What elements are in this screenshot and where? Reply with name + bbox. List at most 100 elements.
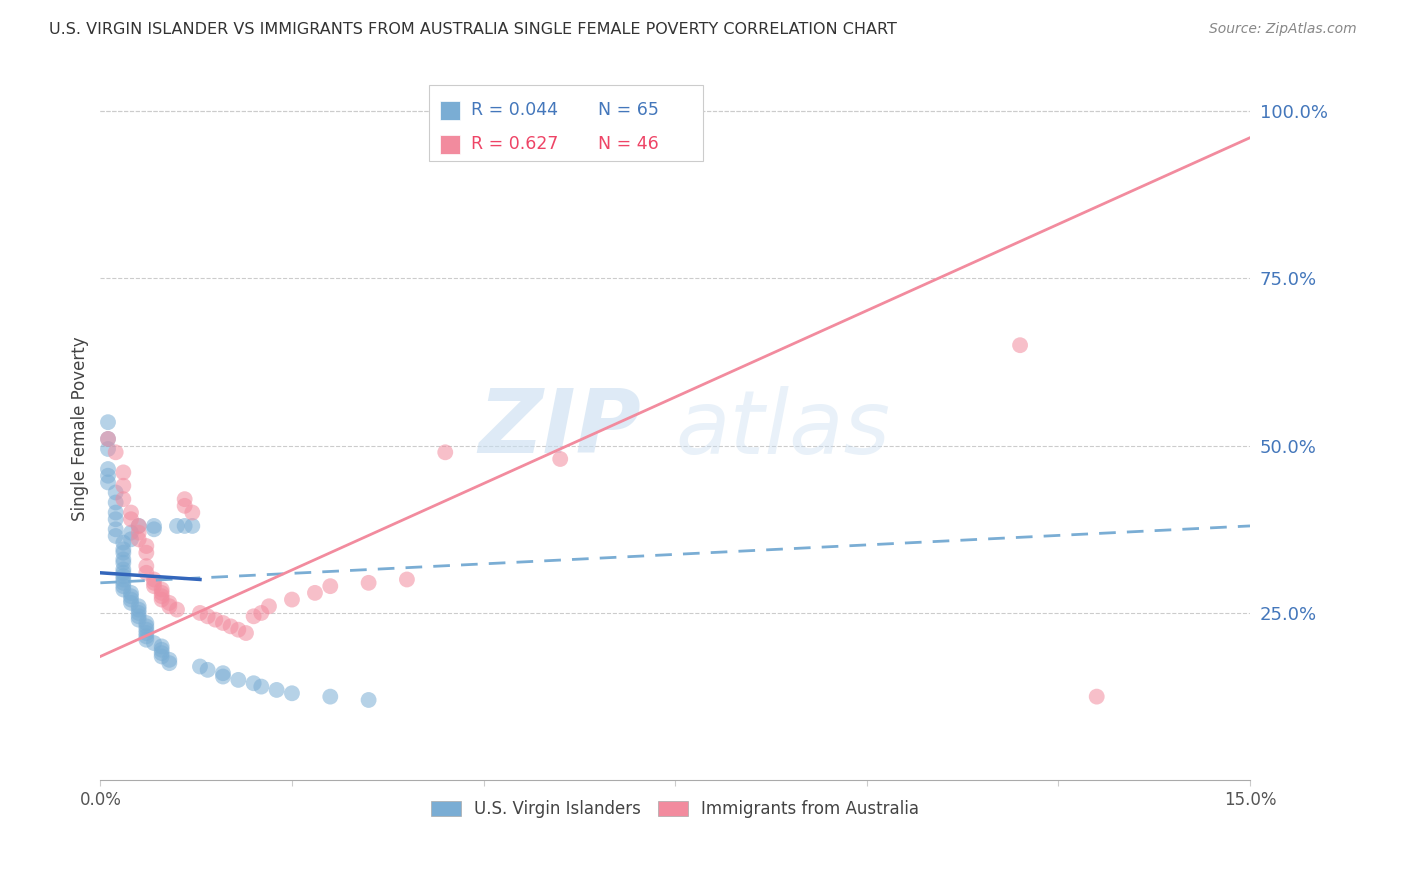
Point: [112, 466, 135, 480]
Point: [166, 602, 188, 616]
Point: [97, 415, 120, 429]
Point: [112, 552, 135, 566]
Point: [135, 539, 157, 553]
Point: [120, 512, 142, 526]
Point: [104, 512, 127, 526]
Point: [128, 613, 150, 627]
Point: [319, 690, 342, 704]
Point: [143, 573, 166, 587]
Point: [143, 636, 166, 650]
Y-axis label: Single Female Poverty: Single Female Poverty: [72, 336, 89, 521]
Point: [143, 519, 166, 533]
Point: [150, 646, 173, 660]
Text: N = 65: N = 65: [598, 101, 658, 119]
Point: [319, 579, 342, 593]
Point: [120, 525, 142, 540]
Point: [1085, 690, 1108, 704]
Point: [188, 606, 211, 620]
Point: [135, 626, 157, 640]
Point: [173, 499, 195, 513]
Point: [257, 599, 280, 614]
Point: [212, 669, 235, 683]
Point: [112, 479, 135, 493]
Point: [250, 606, 273, 620]
Point: [112, 542, 135, 557]
Point: [157, 596, 180, 610]
Point: [304, 586, 326, 600]
Point: [135, 559, 157, 574]
Point: [128, 609, 150, 624]
Point: [112, 573, 135, 587]
Point: [357, 575, 380, 590]
Point: [197, 609, 219, 624]
Point: [112, 566, 135, 580]
Text: U.S. VIRGIN ISLANDER VS IMMIGRANTS FROM AUSTRALIA SINGLE FEMALE POVERTY CORRELAT: U.S. VIRGIN ISLANDER VS IMMIGRANTS FROM …: [49, 22, 897, 37]
Text: N = 46: N = 46: [598, 135, 658, 153]
Point: [157, 599, 180, 614]
Point: [112, 582, 135, 597]
Point: [120, 589, 142, 603]
Point: [150, 640, 173, 654]
Point: [181, 519, 204, 533]
Point: [204, 613, 226, 627]
Point: [166, 519, 188, 533]
Point: [128, 602, 150, 616]
Point: [135, 619, 157, 633]
Point: [120, 586, 142, 600]
Point: [150, 586, 173, 600]
Point: [135, 615, 157, 630]
Point: [104, 445, 127, 459]
Point: [128, 533, 150, 547]
Text: R = 0.044: R = 0.044: [471, 101, 558, 119]
Point: [219, 619, 242, 633]
Point: [128, 519, 150, 533]
Point: [97, 432, 120, 446]
Point: [143, 575, 166, 590]
Point: [173, 492, 195, 507]
Point: [97, 475, 120, 490]
Point: [112, 546, 135, 560]
Point: [104, 506, 127, 520]
Point: [112, 575, 135, 590]
Point: [150, 589, 173, 603]
Point: [135, 632, 157, 647]
Point: [128, 599, 150, 614]
Point: [112, 569, 135, 583]
Point: [281, 592, 304, 607]
Point: [150, 649, 173, 664]
Text: atlas: atlas: [675, 386, 890, 472]
Point: [250, 680, 273, 694]
Text: Source: ZipAtlas.com: Source: ZipAtlas.com: [1209, 22, 1357, 37]
Point: [104, 522, 127, 536]
Point: [112, 556, 135, 570]
Point: [242, 609, 264, 624]
Point: [135, 566, 157, 580]
Point: [143, 522, 166, 536]
Point: [104, 485, 127, 500]
Point: [434, 445, 457, 459]
Point: [226, 673, 249, 687]
Point: [120, 592, 142, 607]
Point: [212, 615, 235, 630]
Point: [235, 626, 257, 640]
Point: [135, 629, 157, 643]
Point: [181, 506, 204, 520]
Point: [128, 525, 150, 540]
Point: [173, 519, 195, 533]
Point: [104, 529, 127, 543]
Point: [97, 442, 120, 456]
Point: [120, 596, 142, 610]
Point: [135, 623, 157, 637]
Text: R = 0.627: R = 0.627: [471, 135, 558, 153]
Point: [157, 656, 180, 670]
Legend: U.S. Virgin Islanders, Immigrants from Australia: U.S. Virgin Islanders, Immigrants from A…: [425, 793, 927, 825]
Point: [357, 693, 380, 707]
Point: [112, 562, 135, 576]
Point: [226, 623, 249, 637]
Point: [112, 492, 135, 507]
Point: [97, 468, 120, 483]
Point: [157, 653, 180, 667]
Point: [104, 495, 127, 509]
Point: [281, 686, 304, 700]
Point: [97, 432, 120, 446]
